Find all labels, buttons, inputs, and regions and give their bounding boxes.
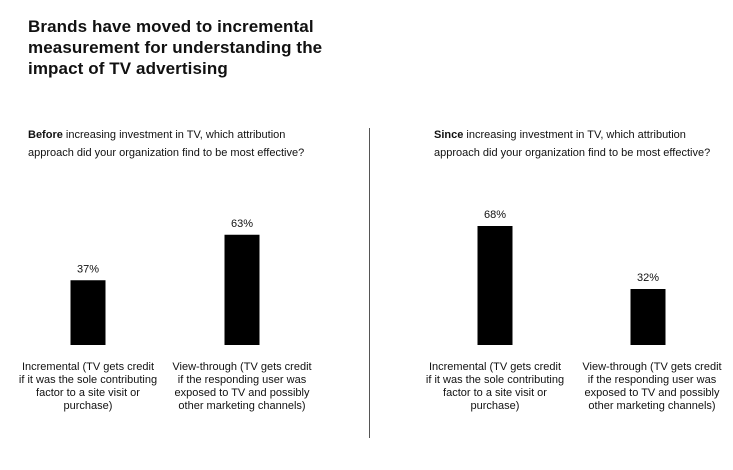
question-before-lead: Before xyxy=(28,129,63,141)
chart-before: 37% 63% xyxy=(70,218,260,345)
question-since-lead: Since xyxy=(434,129,464,141)
bar-before-view-through xyxy=(224,234,260,345)
bar-before-incremental xyxy=(70,280,106,345)
question-since: Since increasing investment in TV, which… xyxy=(434,126,714,162)
chart-since: 68% 32% xyxy=(477,209,666,345)
category-label-since-incremental: Incremental (TV gets credit if it was th… xyxy=(425,361,565,412)
data-label-before-view-through: 63% xyxy=(231,218,253,230)
category-label-since-view-through: View-through (TV gets credit if the resp… xyxy=(582,361,722,412)
question-before: Before increasing investment in TV, whic… xyxy=(28,126,308,162)
category-label-before-view-through: View-through (TV gets credit if the resp… xyxy=(172,361,312,412)
panel-divider xyxy=(369,128,370,438)
data-label-since-view-through: 32% xyxy=(637,272,659,284)
bar-since-view-through xyxy=(630,289,666,345)
category-label-before-incremental: Incremental (TV gets credit if it was th… xyxy=(18,361,158,412)
question-since-text: increasing investment in TV, which attri… xyxy=(434,129,711,159)
data-label-since-incremental: 68% xyxy=(484,209,506,221)
page-title: Brands have moved to incremental measure… xyxy=(28,17,323,78)
data-label-before-incremental: 37% xyxy=(77,263,99,275)
question-before-text: increasing investment in TV, which attri… xyxy=(28,129,305,159)
bar-since-incremental xyxy=(477,226,513,345)
